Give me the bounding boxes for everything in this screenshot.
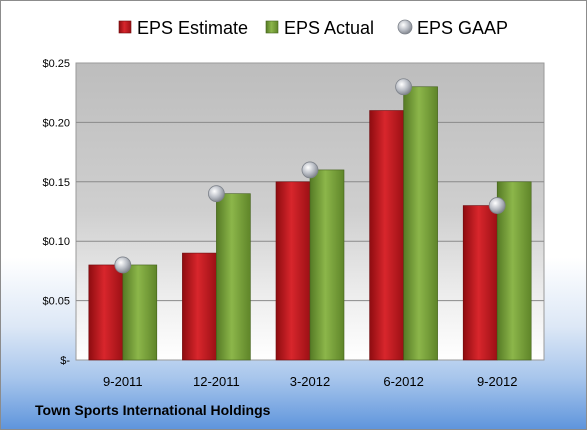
x-category-label: 9-2011: [103, 374, 143, 389]
legend-label: EPS Actual: [284, 18, 374, 38]
legend-swatch: [118, 20, 132, 34]
y-axis: $- $0.05 $0.10 $0.15 $0.20 $0.25: [42, 58, 70, 367]
eps-gaap-marker: [301, 161, 319, 179]
x-category-label: 6-2012: [383, 374, 423, 389]
x-category-label: 3-2012: [290, 374, 330, 389]
y-tick-label: $0.15: [42, 177, 70, 189]
company-name: Town Sports International Holdings: [35, 402, 271, 418]
y-tick-label: $0.05: [42, 296, 70, 308]
legend-label: EPS Estimate: [137, 18, 248, 38]
x-category-label: 12-2011: [193, 374, 240, 389]
eps-estimate-bar: [369, 110, 404, 361]
eps-estimate-bar: [462, 205, 498, 361]
eps-actual-bar: [403, 86, 438, 361]
x-axis: 9-2011 12-2011 3-2012 6-2012 9-2012: [103, 374, 517, 389]
eps-estimate-bar: [182, 252, 217, 361]
eps-gaap-marker: [395, 78, 413, 96]
y-tick-label: $0.25: [42, 58, 70, 70]
eps-actual-bar: [216, 193, 251, 361]
y-tick-label: $-: [60, 355, 70, 367]
eps-actual-bar: [309, 169, 345, 361]
x-category-label: 9-2012: [477, 374, 517, 389]
y-tick-label: $0.20: [42, 117, 70, 129]
y-tick-label: $0.10: [42, 236, 70, 248]
bars: [88, 86, 532, 361]
legend: EPS Estimate EPS Actual EPS GAAP: [118, 18, 508, 38]
legend-label: EPS GAAP: [417, 18, 508, 38]
legend-swatch: [265, 20, 279, 34]
legend-swatch: [397, 19, 413, 35]
gaap-markers: [114, 78, 506, 274]
eps-gaap-marker: [207, 185, 225, 203]
eps-estimate-bar: [88, 264, 124, 361]
eps-gaap-marker: [114, 256, 132, 274]
eps-estimate-bar: [275, 181, 311, 361]
eps-actual-bar: [122, 264, 158, 361]
eps-gaap-marker: [488, 197, 506, 214]
